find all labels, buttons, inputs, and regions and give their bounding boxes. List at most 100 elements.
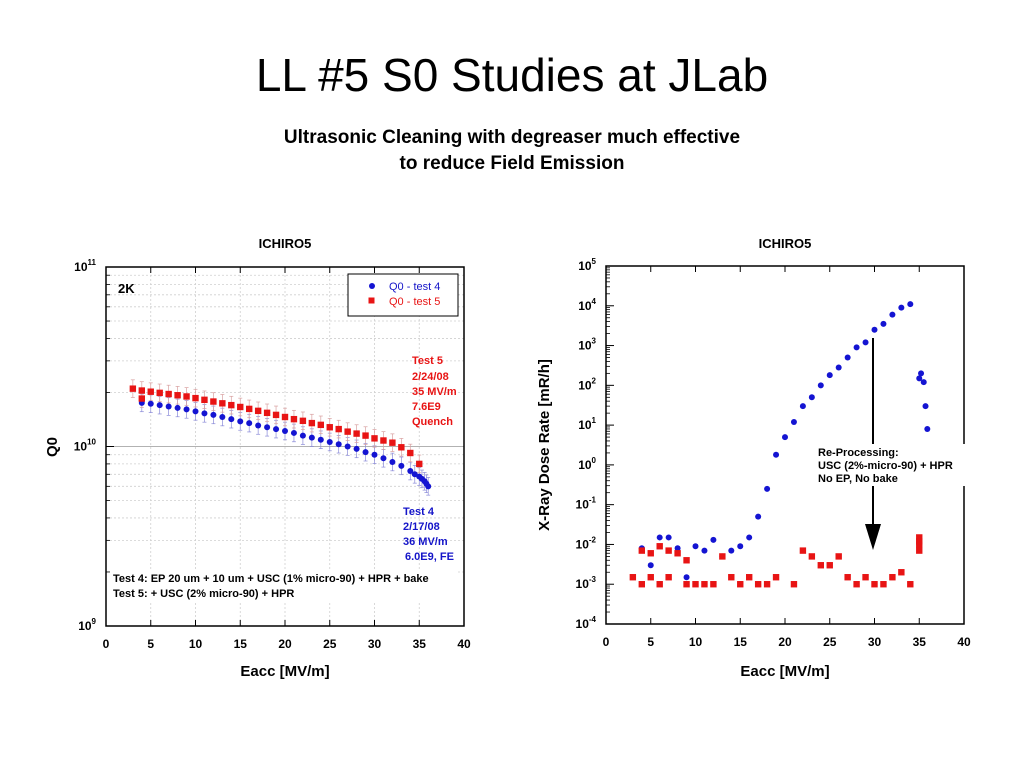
q0-point-s0	[317, 436, 324, 443]
xray-y-tick-label: 104	[578, 297, 596, 313]
xray-point-s1	[683, 581, 690, 588]
xray-point-s0	[647, 562, 654, 569]
xray-point-s1	[772, 574, 780, 581]
xray-y-tick-exp: 0	[592, 456, 597, 465]
q0-point-s1	[228, 401, 235, 409]
q0-point-s1	[299, 417, 307, 425]
xray-y-tick-base: 10	[576, 577, 590, 591]
q0-x-tick-label: 0	[103, 637, 110, 651]
xray-y-tick-exp: -3	[589, 575, 597, 584]
xray-point-s0	[773, 451, 780, 458]
q0-point-s1	[219, 400, 226, 407]
xray-y-tick-base: 10	[576, 537, 590, 551]
xray-x-tick-label: 0	[603, 635, 610, 649]
q0-point-s1	[344, 428, 351, 435]
q0-y-tick-label: 1010	[74, 438, 97, 454]
q0-point-s0	[425, 483, 432, 490]
xray-point-s0	[656, 534, 663, 541]
xray-point-s1	[817, 562, 824, 569]
q0-x-tick-label: 35	[413, 637, 427, 651]
q0-point-s1	[174, 392, 181, 399]
test4-line: 2/17/08	[403, 521, 440, 533]
q0-point-s0	[246, 420, 253, 427]
q0-point-s1	[147, 388, 154, 395]
q0-point-s1	[138, 395, 145, 402]
q0-legend: Q0 - test 4 Q0 - test 5	[347, 273, 459, 317]
xray-point-s0	[853, 344, 860, 351]
xray-point-s1	[647, 550, 654, 557]
q0-point-s0	[353, 445, 360, 452]
xray-chart: ICHIRO5 0 5 10 15 20 25 30 35 4010-410-310-210-1…	[536, 236, 971, 680]
q0-point-s1	[263, 409, 271, 417]
q0-point-s0	[380, 455, 387, 462]
xray-point-s0	[924, 425, 931, 432]
q0-point-s0	[165, 403, 172, 410]
xray-point-s1	[746, 574, 753, 581]
xray-x-tick-label: 30	[868, 635, 882, 649]
xray-point-s1	[790, 581, 798, 588]
q0-point-s1	[129, 385, 137, 392]
q0-x-tick-label: 10	[189, 637, 203, 651]
reprocessing-annotation: Re-Processing: USC (2%-micro-90) + HPR N…	[815, 444, 965, 486]
q0-point-s0	[335, 441, 342, 448]
xray-y-tick-label: 10-3	[576, 575, 597, 591]
q0-point-s1	[380, 437, 387, 444]
q0-point-s1	[210, 398, 217, 405]
xray-y-tick-label: 103	[578, 337, 596, 353]
q0-point-s1	[317, 421, 324, 429]
xray-point-s1	[656, 543, 663, 550]
q0-point-s0	[326, 438, 333, 445]
xray-y-tick-exp: 2	[592, 376, 597, 385]
xray-x-tick-label: 10	[689, 635, 703, 649]
test5-annotation: Test 5 2/24/08 35 MV/m 7.6E9 Quench	[412, 355, 457, 428]
xray-point-s1	[737, 581, 744, 588]
q0-point-s1	[272, 411, 280, 419]
q0-point-s1	[371, 435, 378, 442]
xray-point-s1	[728, 574, 735, 581]
xray-point-s1	[835, 553, 842, 560]
xray-x-tick-label: 25	[823, 635, 837, 649]
test4-line: Test 4	[403, 506, 435, 518]
xray-point-s1	[799, 547, 807, 554]
xray-y-tick-exp: 1	[592, 416, 597, 425]
q0-point-s0	[308, 434, 315, 441]
q0-point-s0	[362, 449, 369, 456]
xray-y-tick-base: 10	[576, 617, 590, 631]
q0-point-s0	[264, 424, 271, 431]
xray-point-s0	[826, 372, 833, 379]
reprocessing-line: Re-Processing:	[818, 447, 899, 459]
q0-point-s1	[290, 415, 298, 423]
xray-point-s0	[701, 547, 708, 554]
xray-y-tick-exp: 5	[592, 257, 597, 266]
q0-point-s0	[411, 471, 418, 478]
xray-point-s0	[880, 320, 887, 327]
xray-point-s0	[889, 311, 896, 318]
xray-point-s0	[918, 370, 925, 377]
xray-point-s1	[647, 574, 654, 581]
legend-label-test4: Q0 - test 4	[389, 281, 440, 293]
xray-x-tick-label: 35	[913, 635, 927, 649]
q0-point-s0	[299, 432, 306, 439]
xray-y-tick-exp: 3	[592, 337, 597, 346]
legend-label-test5: Q0 - test 5	[389, 296, 440, 308]
xray-point-s1	[808, 553, 816, 560]
q0-y-tick-exp: 11	[88, 258, 97, 267]
test4-annotation: Test 4 2/17/08 36 MV/m 6.0E9, FE	[403, 506, 454, 563]
xray-y-tick-exp: -1	[589, 496, 597, 505]
slide-subtitle-line1: Ultrasonic Cleaning with degreaser much …	[283, 127, 741, 148]
xray-y-tick-label: 101	[578, 416, 596, 432]
slide-title: LL #5 S0 Studies at JLab	[255, 49, 769, 101]
process-note-test4: Test 4: EP 20 um + 10 um + USC (1% micro…	[113, 573, 429, 585]
q0-point-s0	[371, 451, 378, 458]
xray-y-tick-exp: 4	[592, 297, 597, 306]
q0-y-tick-exp: 10	[87, 438, 96, 447]
process-note-test5: Test 5: + USC (2% micro-90) + HPR	[113, 588, 294, 600]
xray-point-s0	[808, 394, 815, 401]
xray-point-s0	[683, 574, 690, 581]
q0-point-s0	[201, 410, 208, 417]
xray-point-s0	[710, 536, 717, 543]
xray-point-s0	[737, 543, 744, 550]
xray-point-s1	[916, 534, 923, 541]
xray-point-s1	[754, 581, 762, 588]
xray-point-s0	[817, 382, 824, 389]
